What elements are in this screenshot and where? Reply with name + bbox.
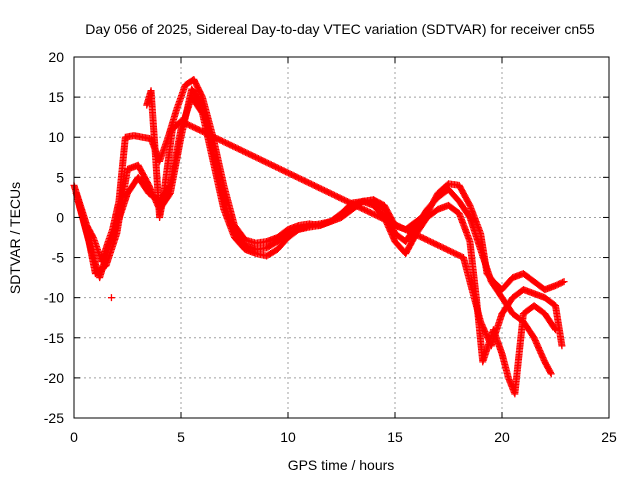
y-axis-label: SDTVAR / TECUs (7, 182, 23, 294)
x-axis-label: GPS time / hours (288, 457, 395, 473)
axis-ticks: 0 5 10 15 20 25 -25 -20 -15 -10 -5 0 5 10 15 20 (44, 49, 617, 445)
y-tick-label: -10 (44, 290, 64, 306)
x-tick-label: 25 (601, 429, 617, 445)
data-point (559, 278, 567, 286)
x-tick-label: 0 (70, 429, 78, 445)
plot-frame (73, 56, 610, 419)
y-tick-label: 0 (56, 209, 64, 225)
y-tick-label: -25 (44, 410, 64, 426)
data-point (547, 369, 555, 377)
data-point (558, 342, 566, 350)
x-tick-label: 20 (494, 429, 510, 445)
x-tick-label: 10 (280, 429, 296, 445)
x-tick-label: 15 (387, 429, 403, 445)
data-points (70, 75, 568, 398)
y-tick-label: 5 (56, 169, 64, 185)
outlier-point (107, 294, 115, 302)
y-tick-label: 10 (48, 129, 64, 145)
y-tick-label: 20 (48, 49, 64, 65)
y-tick-label: -20 (44, 370, 64, 386)
y-tick-label: -5 (52, 250, 65, 266)
chart-title: Day 056 of 2025, Sidereal Day-to-day VTE… (85, 21, 595, 37)
y-tick-label: -15 (44, 330, 64, 346)
data-point (560, 278, 568, 286)
x-tick-label: 5 (177, 429, 185, 445)
data-point (547, 370, 555, 378)
y-tick-label: 15 (48, 89, 64, 105)
